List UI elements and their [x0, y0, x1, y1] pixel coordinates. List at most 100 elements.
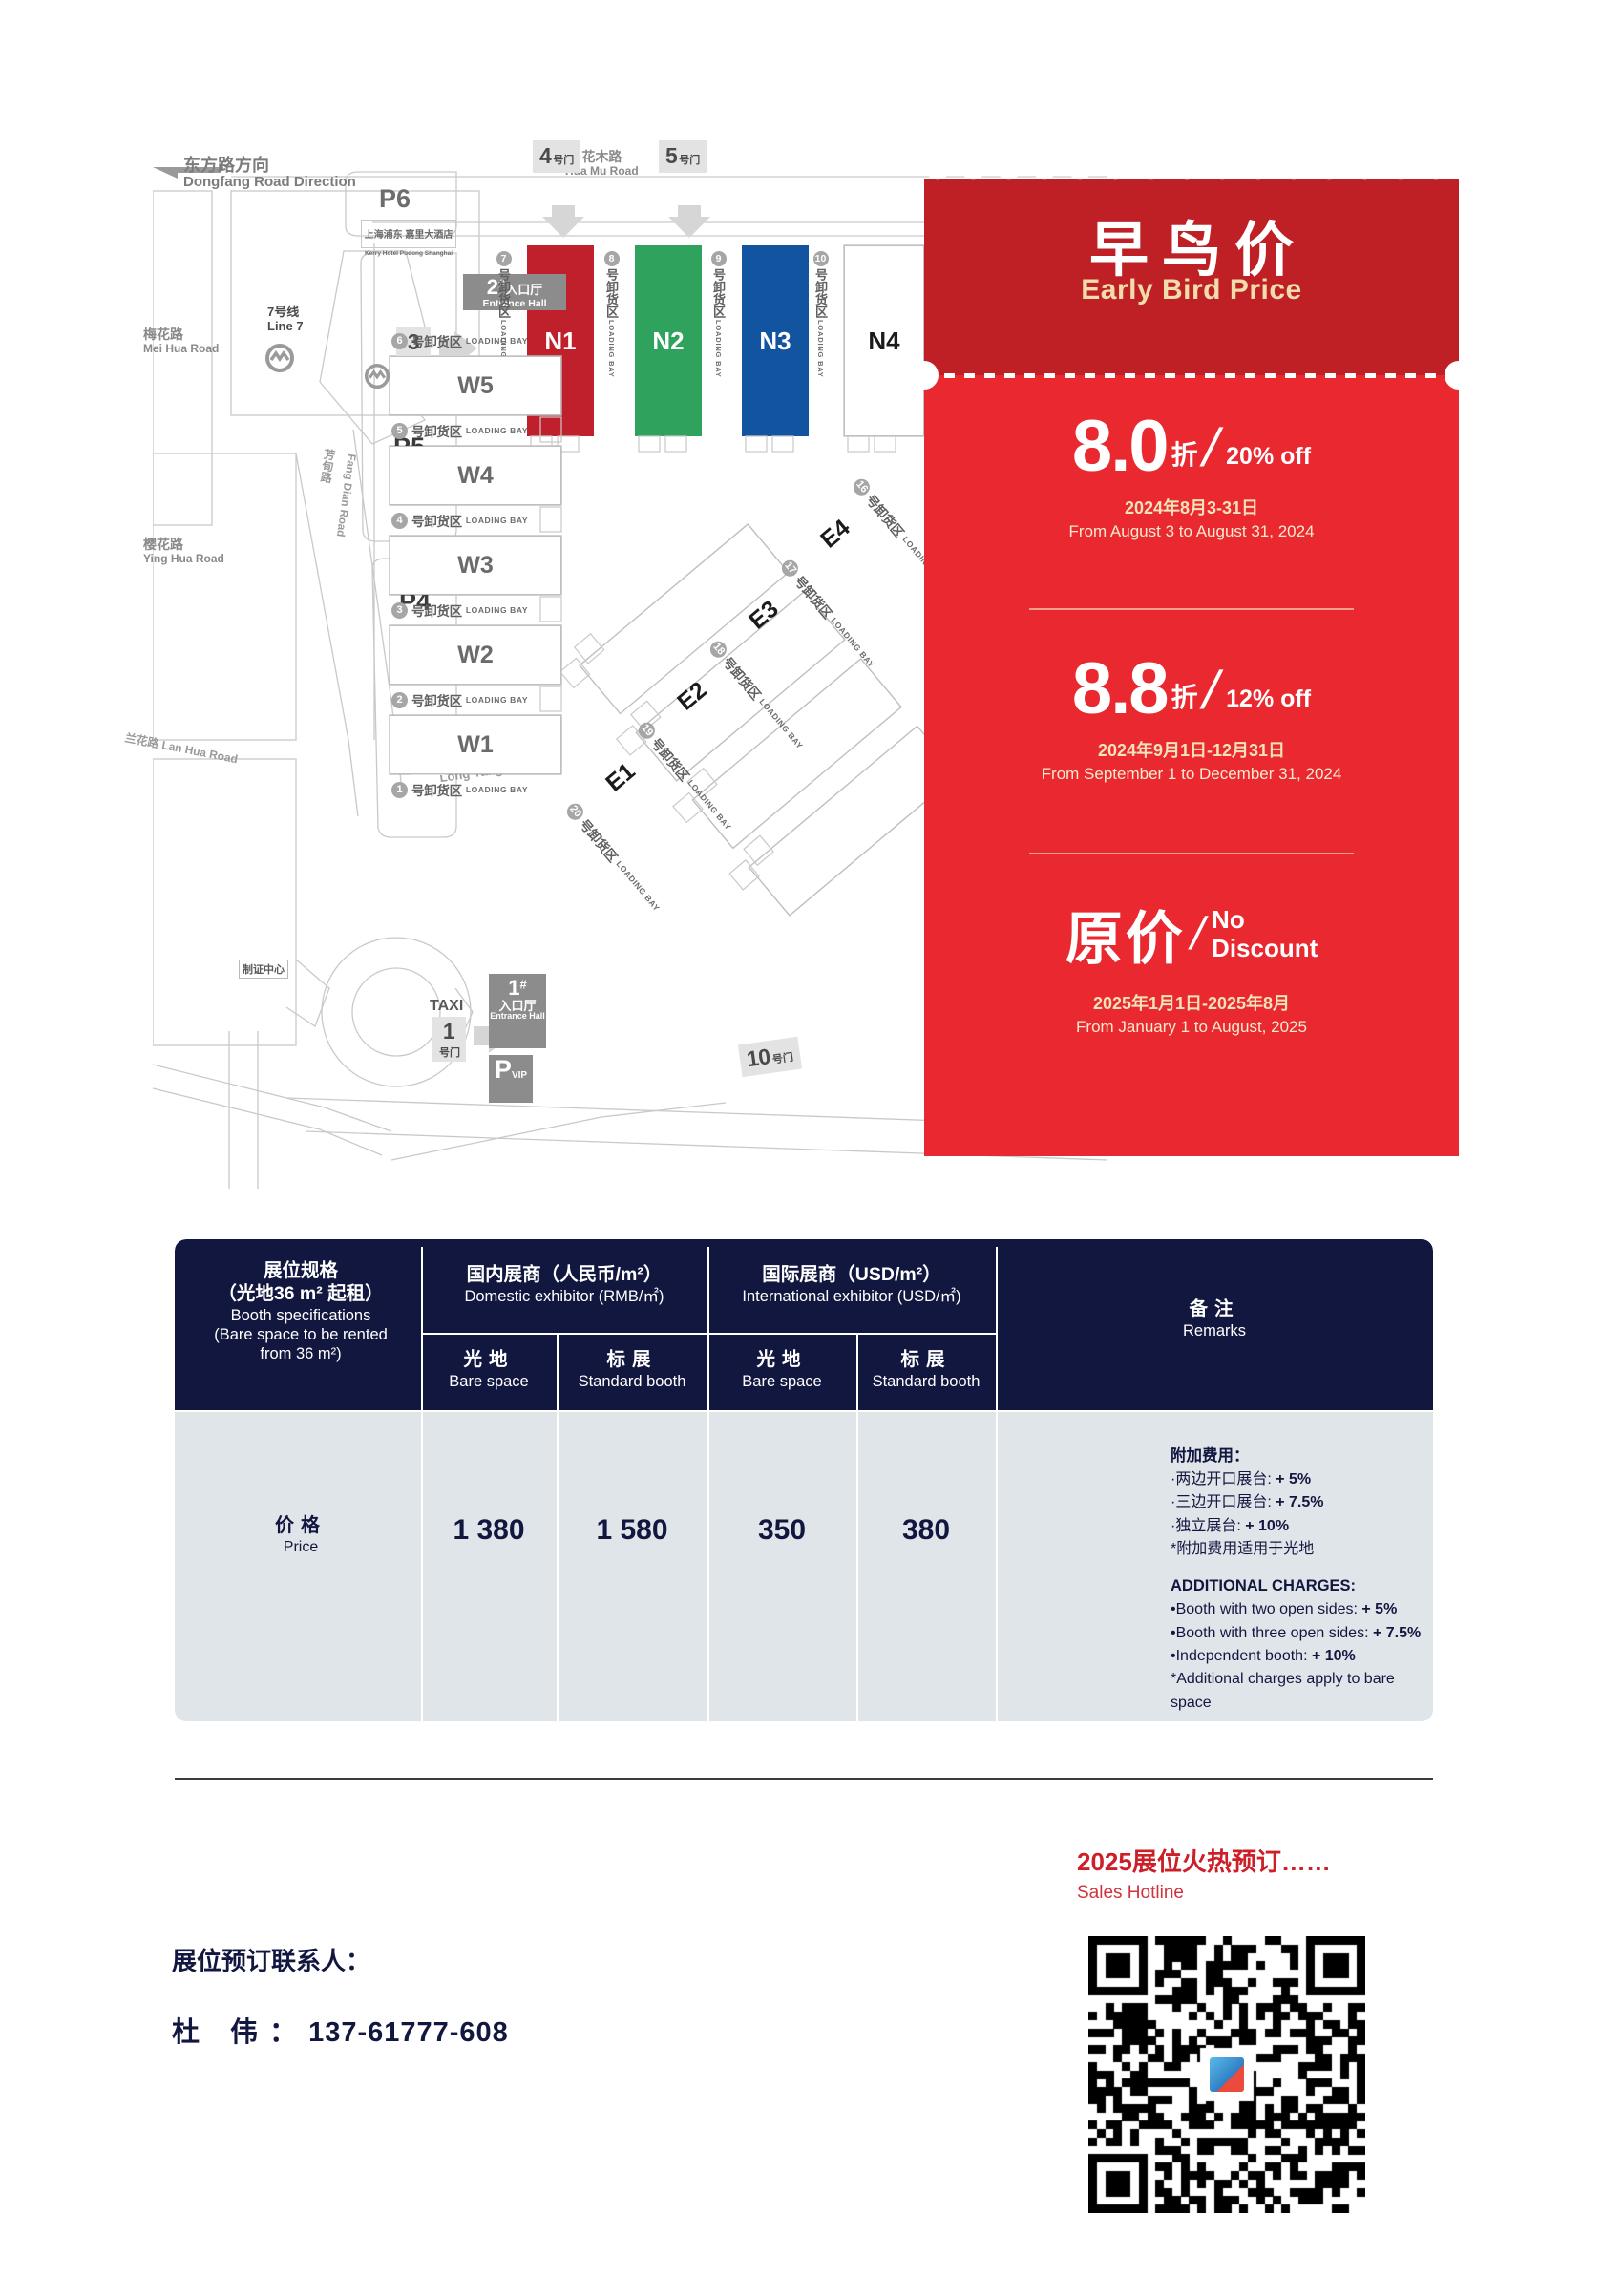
no-discount-en: No Discount	[1212, 905, 1318, 962]
th-sub-domestic-bare: 光地 Bare space	[449, 1349, 529, 1390]
td-row-label: 价格 Price	[275, 1515, 327, 1555]
divider-head-body	[175, 1410, 1433, 1412]
taxi-label: TAXI	[430, 998, 464, 1014]
divider-col2	[557, 1333, 559, 1721]
entrance-hall-1[interactable]: 1# 入口厅 Entrance Hall	[489, 974, 546, 1048]
venue-map: 东方路方向 Dongfang Road Direction 上海浦东 嘉里大酒店…	[124, 140, 1107, 1189]
hall-w4[interactable]: W4	[390, 446, 561, 505]
qr-center-logo-icon	[1205, 2053, 1249, 2097]
loading-bay-3: 3 号卸货区 LOADING BAY	[391, 601, 528, 620]
divider-col1	[421, 1247, 423, 1721]
loading-bay-1: 1 号卸货区 LOADING BAY	[391, 780, 528, 799]
no-discount-date-cn: 2025年1月1日-2025年8月	[1092, 994, 1291, 1013]
price-table-header	[175, 1239, 1433, 1410]
kerry-hotel-label: 上海浦东 嘉里大酒店 Kerry Hotel Pudong Shanghai	[361, 220, 456, 257]
loading-bay-6: 6 号卸货区 LOADING BAY	[391, 331, 528, 350]
entrance-hall-2[interactable]: 2#入口厅 Entrance Hall	[463, 274, 566, 310]
td-price-domestic-bare: 1 380	[453, 1514, 525, 1546]
tier1-number: 8.0	[1071, 406, 1170, 487]
divider-col4	[856, 1333, 858, 1721]
price-table-body	[175, 1410, 1433, 1721]
remarks-cn-item-0: ·两边开口展台: + 5%	[1171, 1471, 1312, 1488]
remarks-en-item-1: •Booth with three open sides: + 7.5%	[1171, 1624, 1422, 1641]
tier2-number: 8.8	[1071, 648, 1170, 729]
contact-name: 杜 伟：	[172, 2017, 309, 2048]
coupon-notch-left	[910, 361, 939, 390]
remarks-spacer	[1171, 1561, 1426, 1574]
road-label-yinghua: 樱花路 Ying Hua Road	[143, 537, 224, 565]
gate-5[interactable]: 5 号门	[659, 140, 707, 173]
th-remarks: 备注 Remarks	[1182, 1298, 1246, 1339]
divider-header-row	[421, 1333, 996, 1335]
remarks-en-note: *Additional charges apply to bare space	[1171, 1671, 1395, 1711]
discount-tier-2: 8.8 折 / 12% off 2024年9月1日-12月31日 From Se…	[924, 648, 1459, 784]
contact-value: 杜 伟：137-61777-608	[172, 2010, 509, 2050]
discount-tier-1: 8.0 折 / 20% off 2024年8月3-31日 From August…	[924, 406, 1459, 541]
no-discount-cn: 原价	[1065, 907, 1186, 971]
tier2-slash: /	[1196, 659, 1226, 720]
coupon-notch-right	[1445, 361, 1473, 390]
tier1-date-cn: 2024年8月3-31日	[1124, 497, 1259, 517]
parking-vip: P VIP	[489, 1055, 533, 1103]
hall-w5[interactable]: W5	[390, 356, 561, 415]
coupon-scallop-top	[924, 167, 1459, 190]
loading-bay-10: 10 号卸货区 LOADING BAY	[812, 251, 829, 378]
divider-col5	[996, 1247, 998, 1721]
th-group-domestic: 国内展商（人民币/m²） Domestic exhibitor (RMB/㎡)	[464, 1264, 664, 1305]
coupon-divider-1	[1029, 608, 1354, 610]
gate-4[interactable]: 4 号门	[533, 140, 581, 173]
metro-icon	[265, 344, 294, 372]
td-remarks-content: 附加费用： ·两边开口展台: + 5% ·三边开口展台: + 7.5% ·独立展…	[1171, 1445, 1426, 1715]
remarks-cn-item-2: ·独立展台: + 10%	[1171, 1517, 1290, 1534]
remarks-en-item-2: •Independent booth: + 10%	[1171, 1648, 1356, 1665]
hall-n2[interactable]: N2	[652, 326, 685, 355]
td-price-intl-bare: 350	[757, 1514, 807, 1546]
tier1-unit: 折	[1171, 439, 1198, 470]
loading-bay-7: 7 号卸货区 LOADING BAY	[496, 251, 512, 378]
coupon-scallop-bottom	[924, 1156, 1459, 1179]
tier2-off: 12% off	[1226, 685, 1312, 712]
th-booth-spec: 展位规格 （光地36 m² 起租） Booth specifications (…	[214, 1260, 388, 1362]
loading-bay-2: 2 号卸货区 LOADING BAY	[391, 690, 528, 709]
road-label-huamu: 花木路 Hua Mu Road	[565, 149, 639, 178]
coupon-divider-2	[1029, 853, 1354, 854]
remarks-en-head: ADDITIONAL CHARGES:	[1171, 1577, 1357, 1595]
hall-w1[interactable]: W1	[390, 715, 561, 774]
road-label-meihua: 梅花路 Mei Hua Road	[143, 327, 220, 355]
no-discount-date-en: From January 1 to August, 2025	[1076, 1018, 1307, 1036]
loading-bay-9: 9 号卸货区 LOADING BAY	[710, 251, 727, 378]
hall-n4[interactable]: N4	[844, 245, 924, 436]
th-sub-intl-standard: 标展 Standard booth	[872, 1349, 981, 1390]
contact-phone: 137-61777-608	[308, 2017, 509, 2048]
loading-bay-4: 4 号卸货区 LOADING BAY	[391, 511, 528, 530]
hall-w2[interactable]: W2	[390, 625, 561, 685]
tier2-date-en: From September 1 to December 31, 2024	[1041, 764, 1342, 783]
hall-n3[interactable]: N3	[759, 326, 791, 355]
no-discount-tier: 原价 / No Discount 2025年1月1日-2025年8月 From …	[924, 893, 1459, 1037]
coupon-title-en: Early Bird Price	[1081, 274, 1302, 306]
coupon-body-band	[924, 375, 1459, 1156]
footer-divider	[175, 1778, 1433, 1780]
th-sub-intl-bare: 光地 Bare space	[742, 1349, 822, 1390]
td-price-intl-standard: 380	[901, 1514, 951, 1546]
remarks-cn-note: *附加费用适用于光地	[1171, 1541, 1315, 1558]
coupon-perforation	[924, 373, 1459, 378]
contact-label: 展位预订联系人：	[172, 1947, 371, 1975]
sales-hotline-en: Sales Hotline	[1077, 1883, 1184, 1903]
hall-n1[interactable]: N1	[544, 326, 577, 355]
td-price-domestic-standard: 1 580	[596, 1514, 668, 1546]
loading-bay-8: 8 号卸货区 LOADING BAY	[603, 251, 620, 378]
tier1-off: 20% off	[1226, 442, 1312, 470]
metro-line7-label-a: 7号线 Line 7	[267, 305, 304, 333]
th-sub-domestic-standard: 标展 Standard booth	[578, 1349, 686, 1390]
th-group-international: 国际展商（USD/m²） International exhibitor (US…	[742, 1264, 961, 1305]
metro-icon-2	[365, 364, 390, 389]
coupon-header-band	[924, 179, 1459, 375]
hall-w3[interactable]: W3	[390, 536, 561, 595]
no-discount-slash: /	[1185, 909, 1211, 960]
parking-p6-label: P6	[379, 184, 411, 213]
tier1-slash: /	[1196, 416, 1226, 477]
gate-1[interactable]: 1 号门	[432, 1017, 466, 1062]
remarks-cn-head: 附加费用：	[1171, 1447, 1250, 1465]
